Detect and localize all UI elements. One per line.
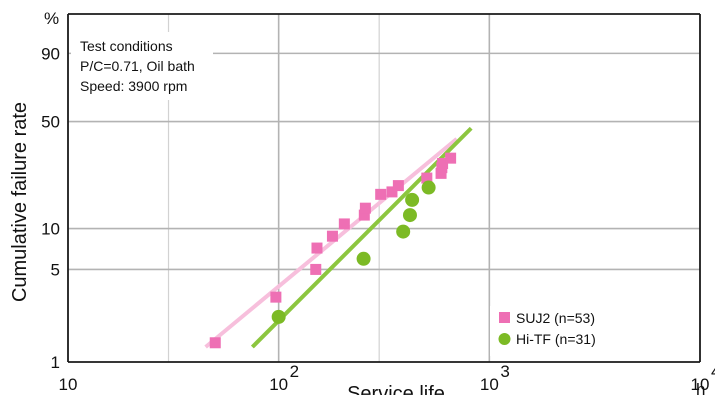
x-axis-title: Service life — [347, 383, 445, 395]
x-tick-exponent: 2 — [290, 362, 299, 381]
y-tick-label: 50 — [41, 113, 60, 132]
point-suj2 — [326, 230, 338, 242]
x-tick-label: 10 — [269, 375, 288, 394]
conditions-speed: Speed: 3900 rpm — [80, 78, 187, 94]
point-suj2 — [421, 172, 433, 184]
point-suj2 — [437, 157, 449, 169]
x-tick-label: 10 — [480, 375, 499, 394]
data-points — [209, 152, 457, 349]
fit-line-0 — [204, 137, 458, 349]
point-suj2 — [359, 202, 371, 214]
point-hitf — [405, 192, 420, 207]
point-suj2 — [209, 337, 221, 349]
x-tick-label: 10 — [59, 375, 78, 394]
fit-lines — [204, 126, 473, 349]
point-hitf — [356, 251, 371, 266]
point-suj2 — [445, 152, 457, 164]
x-tick-exponent: 3 — [500, 362, 509, 381]
x-tick-exponent: 4 — [711, 362, 715, 381]
point-suj2 — [310, 263, 322, 275]
point-suj2 — [358, 209, 370, 221]
y-unit-label: % — [44, 9, 59, 28]
y-tick-label: 90 — [41, 44, 60, 63]
legend-background — [490, 306, 620, 356]
point-hitf — [402, 208, 417, 223]
conditions-box — [71, 32, 213, 100]
y-tick-label: 10 — [41, 220, 60, 239]
y-tick-label: 5 — [51, 260, 60, 279]
point-hitf — [421, 180, 436, 195]
x-unit-label: h — [696, 380, 705, 395]
legend-label-suj2: SUJ2 (n=53) — [516, 310, 595, 326]
legend: SUJ2 (n=53) Hi-TF (n=31) — [490, 306, 620, 356]
conditions-load: P/C=0.71, Oil bath — [80, 58, 195, 74]
x-tick-label: 10 — [691, 375, 710, 394]
fit-line-1 — [250, 126, 473, 349]
y-tick-labels: 1 5 10 50 90 — [41, 44, 60, 372]
point-hitf — [271, 309, 286, 324]
legend-marker-hitf — [498, 333, 511, 345]
legend-marker-suj2 — [499, 312, 510, 323]
y-tick-label: 1 — [51, 353, 60, 372]
point-suj2 — [435, 167, 447, 179]
y-axis-title: Cumulative failure rate — [9, 102, 31, 302]
point-suj2 — [270, 291, 282, 303]
point-suj2 — [392, 180, 404, 192]
point-hitf — [396, 224, 411, 239]
point-suj2 — [375, 188, 387, 200]
point-suj2 — [311, 242, 323, 254]
x-tick-labels: 10102103104 — [59, 362, 715, 394]
point-suj2 — [338, 218, 350, 230]
legend-label-hitf: Hi-TF (n=31) — [516, 331, 596, 347]
conditions-title: Test conditions — [80, 38, 173, 54]
point-suj2 — [386, 186, 398, 198]
